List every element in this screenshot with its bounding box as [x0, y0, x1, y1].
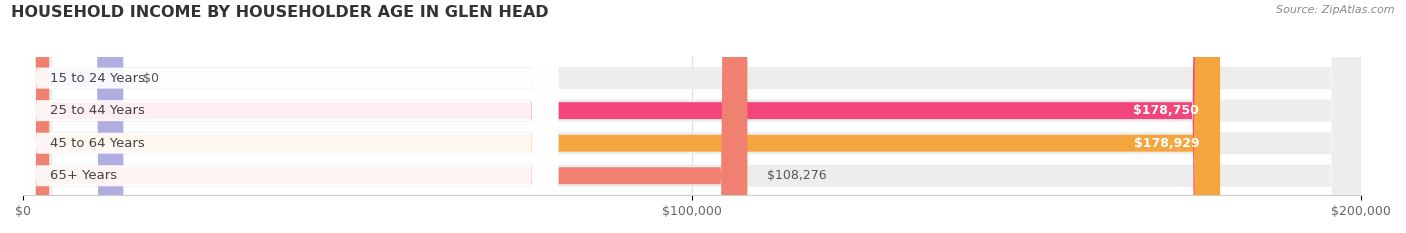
FancyBboxPatch shape: [22, 0, 1361, 233]
FancyBboxPatch shape: [22, 0, 748, 233]
FancyBboxPatch shape: [22, 0, 124, 233]
FancyBboxPatch shape: [10, 0, 558, 233]
Text: 15 to 24 Years: 15 to 24 Years: [49, 72, 145, 85]
Text: HOUSEHOLD INCOME BY HOUSEHOLDER AGE IN GLEN HEAD: HOUSEHOLD INCOME BY HOUSEHOLDER AGE IN G…: [11, 5, 548, 20]
Text: 45 to 64 Years: 45 to 64 Years: [49, 137, 145, 150]
Text: 25 to 44 Years: 25 to 44 Years: [49, 104, 145, 117]
Text: $0: $0: [143, 72, 159, 85]
FancyBboxPatch shape: [10, 0, 558, 233]
Text: 65+ Years: 65+ Years: [49, 169, 117, 182]
FancyBboxPatch shape: [10, 0, 558, 233]
FancyBboxPatch shape: [22, 0, 1220, 233]
FancyBboxPatch shape: [22, 0, 1361, 233]
FancyBboxPatch shape: [10, 0, 558, 233]
FancyBboxPatch shape: [22, 0, 1361, 233]
FancyBboxPatch shape: [22, 0, 1219, 233]
Text: $178,929: $178,929: [1135, 137, 1199, 150]
Text: Source: ZipAtlas.com: Source: ZipAtlas.com: [1277, 5, 1395, 15]
Text: $108,276: $108,276: [768, 169, 827, 182]
Text: $178,750: $178,750: [1133, 104, 1199, 117]
FancyBboxPatch shape: [22, 0, 1361, 233]
